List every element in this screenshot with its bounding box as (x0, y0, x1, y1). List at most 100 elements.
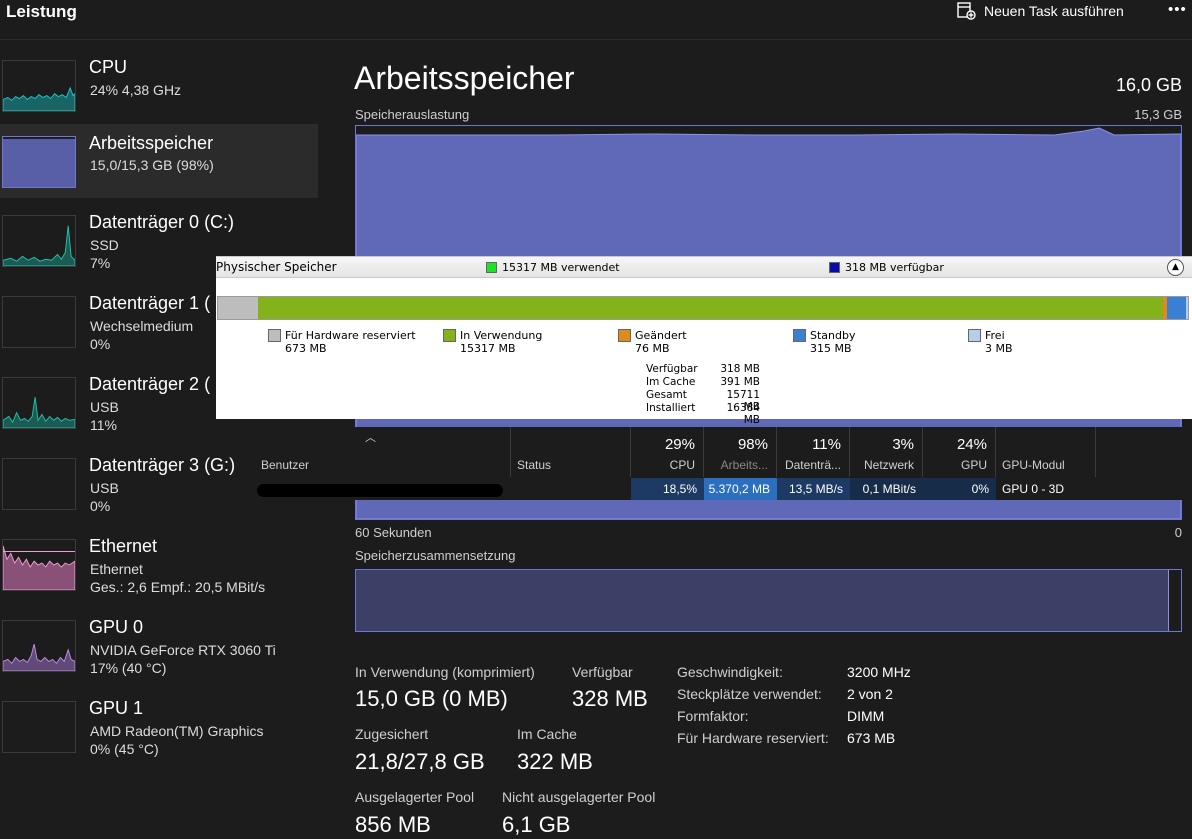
category-name: Für Hardware reserviert (285, 329, 416, 342)
sidebar-item-name: Datenträger 3 (G:) (89, 455, 236, 475)
category-value: 76 MB (635, 342, 670, 355)
redacted-user-name (257, 484, 503, 497)
chevron-up-icon[interactable]: ▲ (1167, 259, 1184, 276)
sidebar-item-memory[interactable]: Arbeitsspeicher 15,0/15,3 GB (98%) (0, 124, 318, 198)
column-user[interactable]: Benutzer (255, 427, 511, 477)
column-label: GPU-Modul (1002, 458, 1065, 472)
more-options-icon[interactable]: ••• (1168, 1, 1187, 18)
row-network: 0,1 MBit/s (850, 478, 923, 500)
nonpaged-pool-label: Nicht ausgelagerter Pool (502, 789, 656, 805)
composition-label: Speicherzusammensetzung (355, 548, 516, 563)
new-task-label: Neuen Task ausführen (984, 3, 1124, 19)
sidebar-item-cpu[interactable]: CPU 24% 4,38 GHz (0, 41, 318, 115)
category-value: 315 MB (810, 342, 852, 355)
disk2-sparkline (2, 377, 76, 429)
physical-memory-bar (217, 296, 1189, 320)
memory-total: 16,0 GB (1115, 75, 1182, 95)
category-value: 15317 MB (460, 342, 516, 355)
disk3-sparkline (2, 458, 76, 510)
sidebar-item-disk-3[interactable]: Datenträger 3 (G:) USB 0% (0, 439, 318, 514)
sidebar-item-name: Arbeitsspeicher (89, 133, 214, 153)
sidebar-item-name: GPU 1 (89, 698, 144, 718)
slots-label: Steckplätze verwendet: (677, 686, 822, 702)
row-gpu: 0% (923, 478, 996, 500)
memory-composition-bar (355, 569, 1182, 632)
new-task-button[interactable]: Neuen Task ausführen (956, 0, 1124, 22)
form-factor-value: DIMM (847, 708, 885, 724)
legend-free: 318 MB verfügbar (829, 261, 944, 274)
summary-value: 15711 MB (726, 389, 760, 413)
column-label: Benutzer (261, 458, 310, 472)
summary-row: Installiert 16384 MB (646, 402, 760, 426)
category-name: Standby (810, 329, 856, 342)
composition-in-use-segment (356, 570, 1169, 631)
column-gpu-engine[interactable]: GPU-Modul (996, 427, 1096, 477)
physical-memory-header: Physischer Speicher 15317 MB verwendet 3… (216, 256, 1192, 278)
memory-bar-segment (218, 297, 258, 319)
sidebar-item-usage: 11% (90, 417, 117, 433)
usage-graph-label: Speicherauslastung (355, 107, 470, 122)
column-gpu[interactable]: 24% GPU (923, 427, 996, 477)
sidebar-item-detail: 24% 4,38 GHz (90, 82, 182, 98)
memory-bar-segment (1162, 297, 1168, 319)
category-value: 673 MB (285, 342, 327, 355)
category-name: Frei (985, 329, 1005, 342)
sidebar-item-disk-0[interactable]: Datenträger 0 (C:) SSD 7% (0, 196, 318, 271)
row-disk: 13,5 MB/s (777, 478, 850, 500)
available-label: Verfügbar (572, 664, 633, 680)
column-memory[interactable]: 98% Arbeits... (704, 427, 777, 477)
in-use-value: 15,0 GB (0 MB) (355, 686, 508, 711)
sidebar-item-detail: USB (90, 399, 119, 415)
column-percent: 24% (956, 436, 987, 453)
sidebar-item-name: Ethernet (89, 536, 158, 556)
cached-value: 322 MB (517, 749, 593, 774)
slots-value: 2 von 2 (847, 686, 893, 702)
performance-sidebar: CPU 24% 4,38 GHz Arbeitsspeicher 15,0/15… (0, 41, 320, 839)
category-name: Geändert (635, 329, 687, 342)
column-label: GPU (960, 458, 987, 472)
column-network[interactable]: 3% Netzwerk (850, 427, 923, 477)
summary-row: Verfügbar 318 MB (646, 363, 760, 376)
gpu1-sparkline (2, 701, 76, 753)
summary-value: 318 MB (720, 363, 760, 375)
disk0-sparkline (2, 215, 76, 267)
available-value: 328 MB (572, 686, 648, 711)
column-percent: 98% (737, 436, 768, 453)
column-status[interactable]: Status (511, 427, 631, 477)
header-bar: Leistung Neuen Task ausführen ••• (0, 0, 1192, 40)
sidebar-item-name: GPU 0 (89, 617, 144, 637)
disk1-sparkline (2, 296, 76, 348)
column-disk[interactable]: 11% Datenträ... (777, 427, 850, 477)
physical-memory-panel: Physischer Speicher 15317 MB verwendet 3… (216, 256, 1192, 426)
sidebar-item-name: Datenträger 0 (C:) (89, 212, 235, 232)
column-label: CPU (669, 458, 695, 472)
sidebar-item-disk-1[interactable]: Datenträger 1 ( Wechselmedium 0% (0, 277, 318, 352)
committed-label: Zugesichert (355, 726, 429, 742)
summary-value: 391 MB (720, 376, 760, 388)
sidebar-item-ethernet[interactable]: Ethernet Ethernet Ges.: 2,6 Empf.: 20,5 … (0, 520, 318, 595)
sidebar-item-usage: 17% (40 °C) (90, 660, 167, 676)
form-factor-label: Formfaktor: (677, 708, 749, 724)
category-swatch (968, 329, 981, 342)
sidebar-item-gpu-1[interactable]: GPU 1 AMD Radeon(TM) Graphics 0% (45 °C) (0, 682, 318, 757)
sidebar-item-usage: 0% (45 °C) (90, 741, 159, 757)
sidebar-item-name: CPU (89, 57, 128, 77)
sort-up-icon[interactable]: ︿ (365, 432, 376, 444)
sidebar-item-detail: SSD (90, 237, 119, 253)
sidebar-item-gpu-0[interactable]: GPU 0 NVIDIA GeForce RTX 3060 Ti 17% (40… (0, 601, 318, 676)
category-value: 3 MB (985, 342, 1013, 355)
legend-used-swatch (486, 262, 497, 273)
sidebar-item-detail: Ethernet (90, 561, 143, 577)
hw-reserved-label: Für Hardware reserviert: (677, 730, 829, 746)
nonpaged-pool-value: 6,1 GB (502, 812, 571, 837)
summary-value: 16384 MB (726, 402, 760, 426)
gpu0-sparkline (2, 620, 76, 672)
in-use-label: In Verwendung (komprimiert) (355, 664, 535, 680)
memory-bar-segment (257, 297, 1163, 319)
paged-pool-label: Ausgelagerter Pool (355, 789, 475, 805)
sidebar-item-disk-2[interactable]: Datenträger 2 ( USB 11% (0, 358, 318, 433)
process-table: ︿ Benutzer Status 29% CPU 98% Arbeits...… (255, 427, 1182, 500)
committed-value: 21,8/27,8 GB (355, 749, 485, 774)
column-cpu[interactable]: 29% CPU (631, 427, 704, 477)
sidebar-item-name: Datenträger 2 ( (89, 374, 211, 394)
